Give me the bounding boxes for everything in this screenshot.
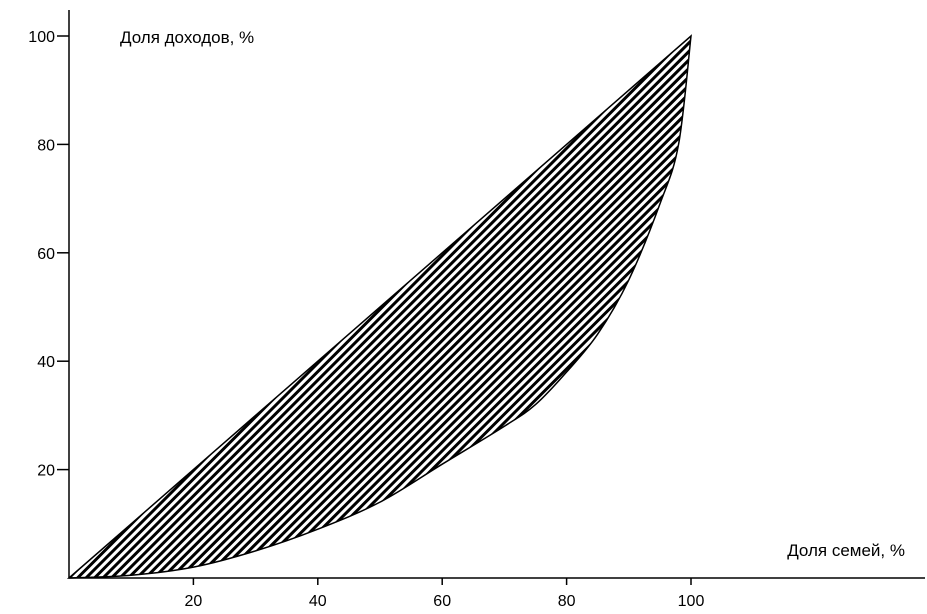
x-ticks: 20 40 60 80 100: [185, 578, 705, 610]
x-tick-label: 80: [558, 593, 576, 610]
x-tick-label: 20: [185, 593, 203, 610]
y-tick-label: 60: [37, 246, 55, 263]
x-tick-label: 60: [433, 593, 451, 610]
y-axis-title: Доля доходов, %: [120, 28, 254, 47]
inequality-area: [66, 34, 692, 579]
x-axis-title: Доля семей, %: [787, 541, 905, 560]
x-tick-label: 100: [678, 593, 705, 610]
y-tick-label: 80: [37, 137, 55, 154]
y-tick-label: 20: [37, 463, 55, 480]
y-tick-label: 40: [37, 354, 55, 371]
y-tick-label: 100: [28, 29, 55, 46]
x-tick-label: 40: [309, 593, 327, 610]
y-ticks: 20 40 60 80 100: [28, 29, 69, 480]
